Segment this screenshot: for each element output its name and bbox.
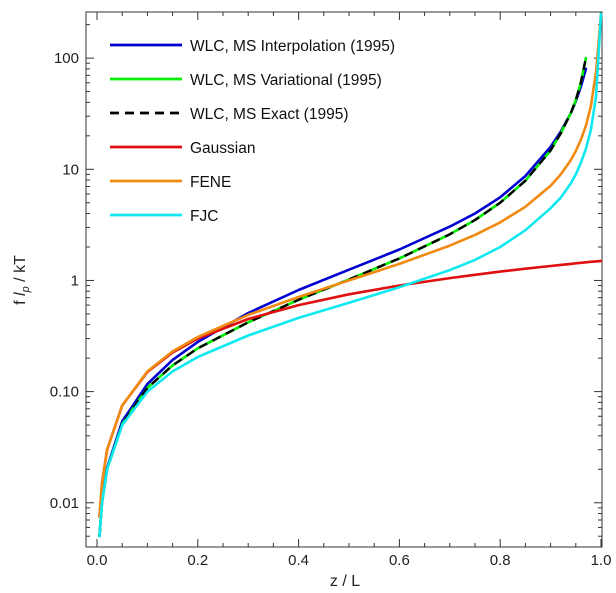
- axis-ticks: 0.0 0.2 0.4 0.6 0.8 1.0 0.01 0.10 1 10 100: [50, 12, 612, 569]
- series-line-4: [98, 12, 603, 518]
- y-label-part: / kT: [12, 255, 29, 286]
- y-label-italic: l: [12, 292, 29, 296]
- legend-label: FJC: [190, 208, 218, 225]
- series-line-0: [98, 67, 588, 538]
- series-line-3: [98, 259, 603, 518]
- y-tick-label: 1: [71, 272, 79, 289]
- series-lines: [98, 12, 603, 538]
- x-tick-label: 0.0: [87, 552, 108, 569]
- y-label-subscript: p: [20, 286, 32, 293]
- series-line-1: [98, 56, 588, 538]
- y-axis-label: f lp / kT: [12, 255, 32, 305]
- x-tick-label: 0.8: [490, 552, 511, 569]
- x-tick-label: 1.0: [591, 552, 612, 569]
- legend: WLC, MS Interpolation (1995) WLC, MS Vari…: [110, 38, 395, 225]
- series-line-2: [98, 57, 588, 537]
- y-tick-label: 0.01: [50, 495, 79, 512]
- x-tick-label: 0.6: [389, 552, 410, 569]
- series-line-5: [98, 12, 603, 538]
- y-tick-label: 0.10: [50, 384, 79, 401]
- y-tick-label: 10: [62, 161, 79, 178]
- y-label-part: f: [12, 296, 29, 305]
- x-tick-label: 0.4: [288, 552, 309, 569]
- legend-label: Gaussian: [190, 140, 255, 157]
- legend-label: WLC, MS Interpolation (1995): [190, 38, 395, 55]
- legend-label: FENE: [190, 174, 231, 191]
- x-axis-label: z / L: [330, 573, 360, 590]
- legend-label: WLC, MS Exact (1995): [190, 106, 349, 123]
- legend-label: WLC, MS Variational (1995): [190, 72, 382, 89]
- plot-frame: [85, 11, 603, 548]
- y-tick-label: 100: [54, 50, 79, 67]
- x-tick-label: 0.2: [187, 552, 208, 569]
